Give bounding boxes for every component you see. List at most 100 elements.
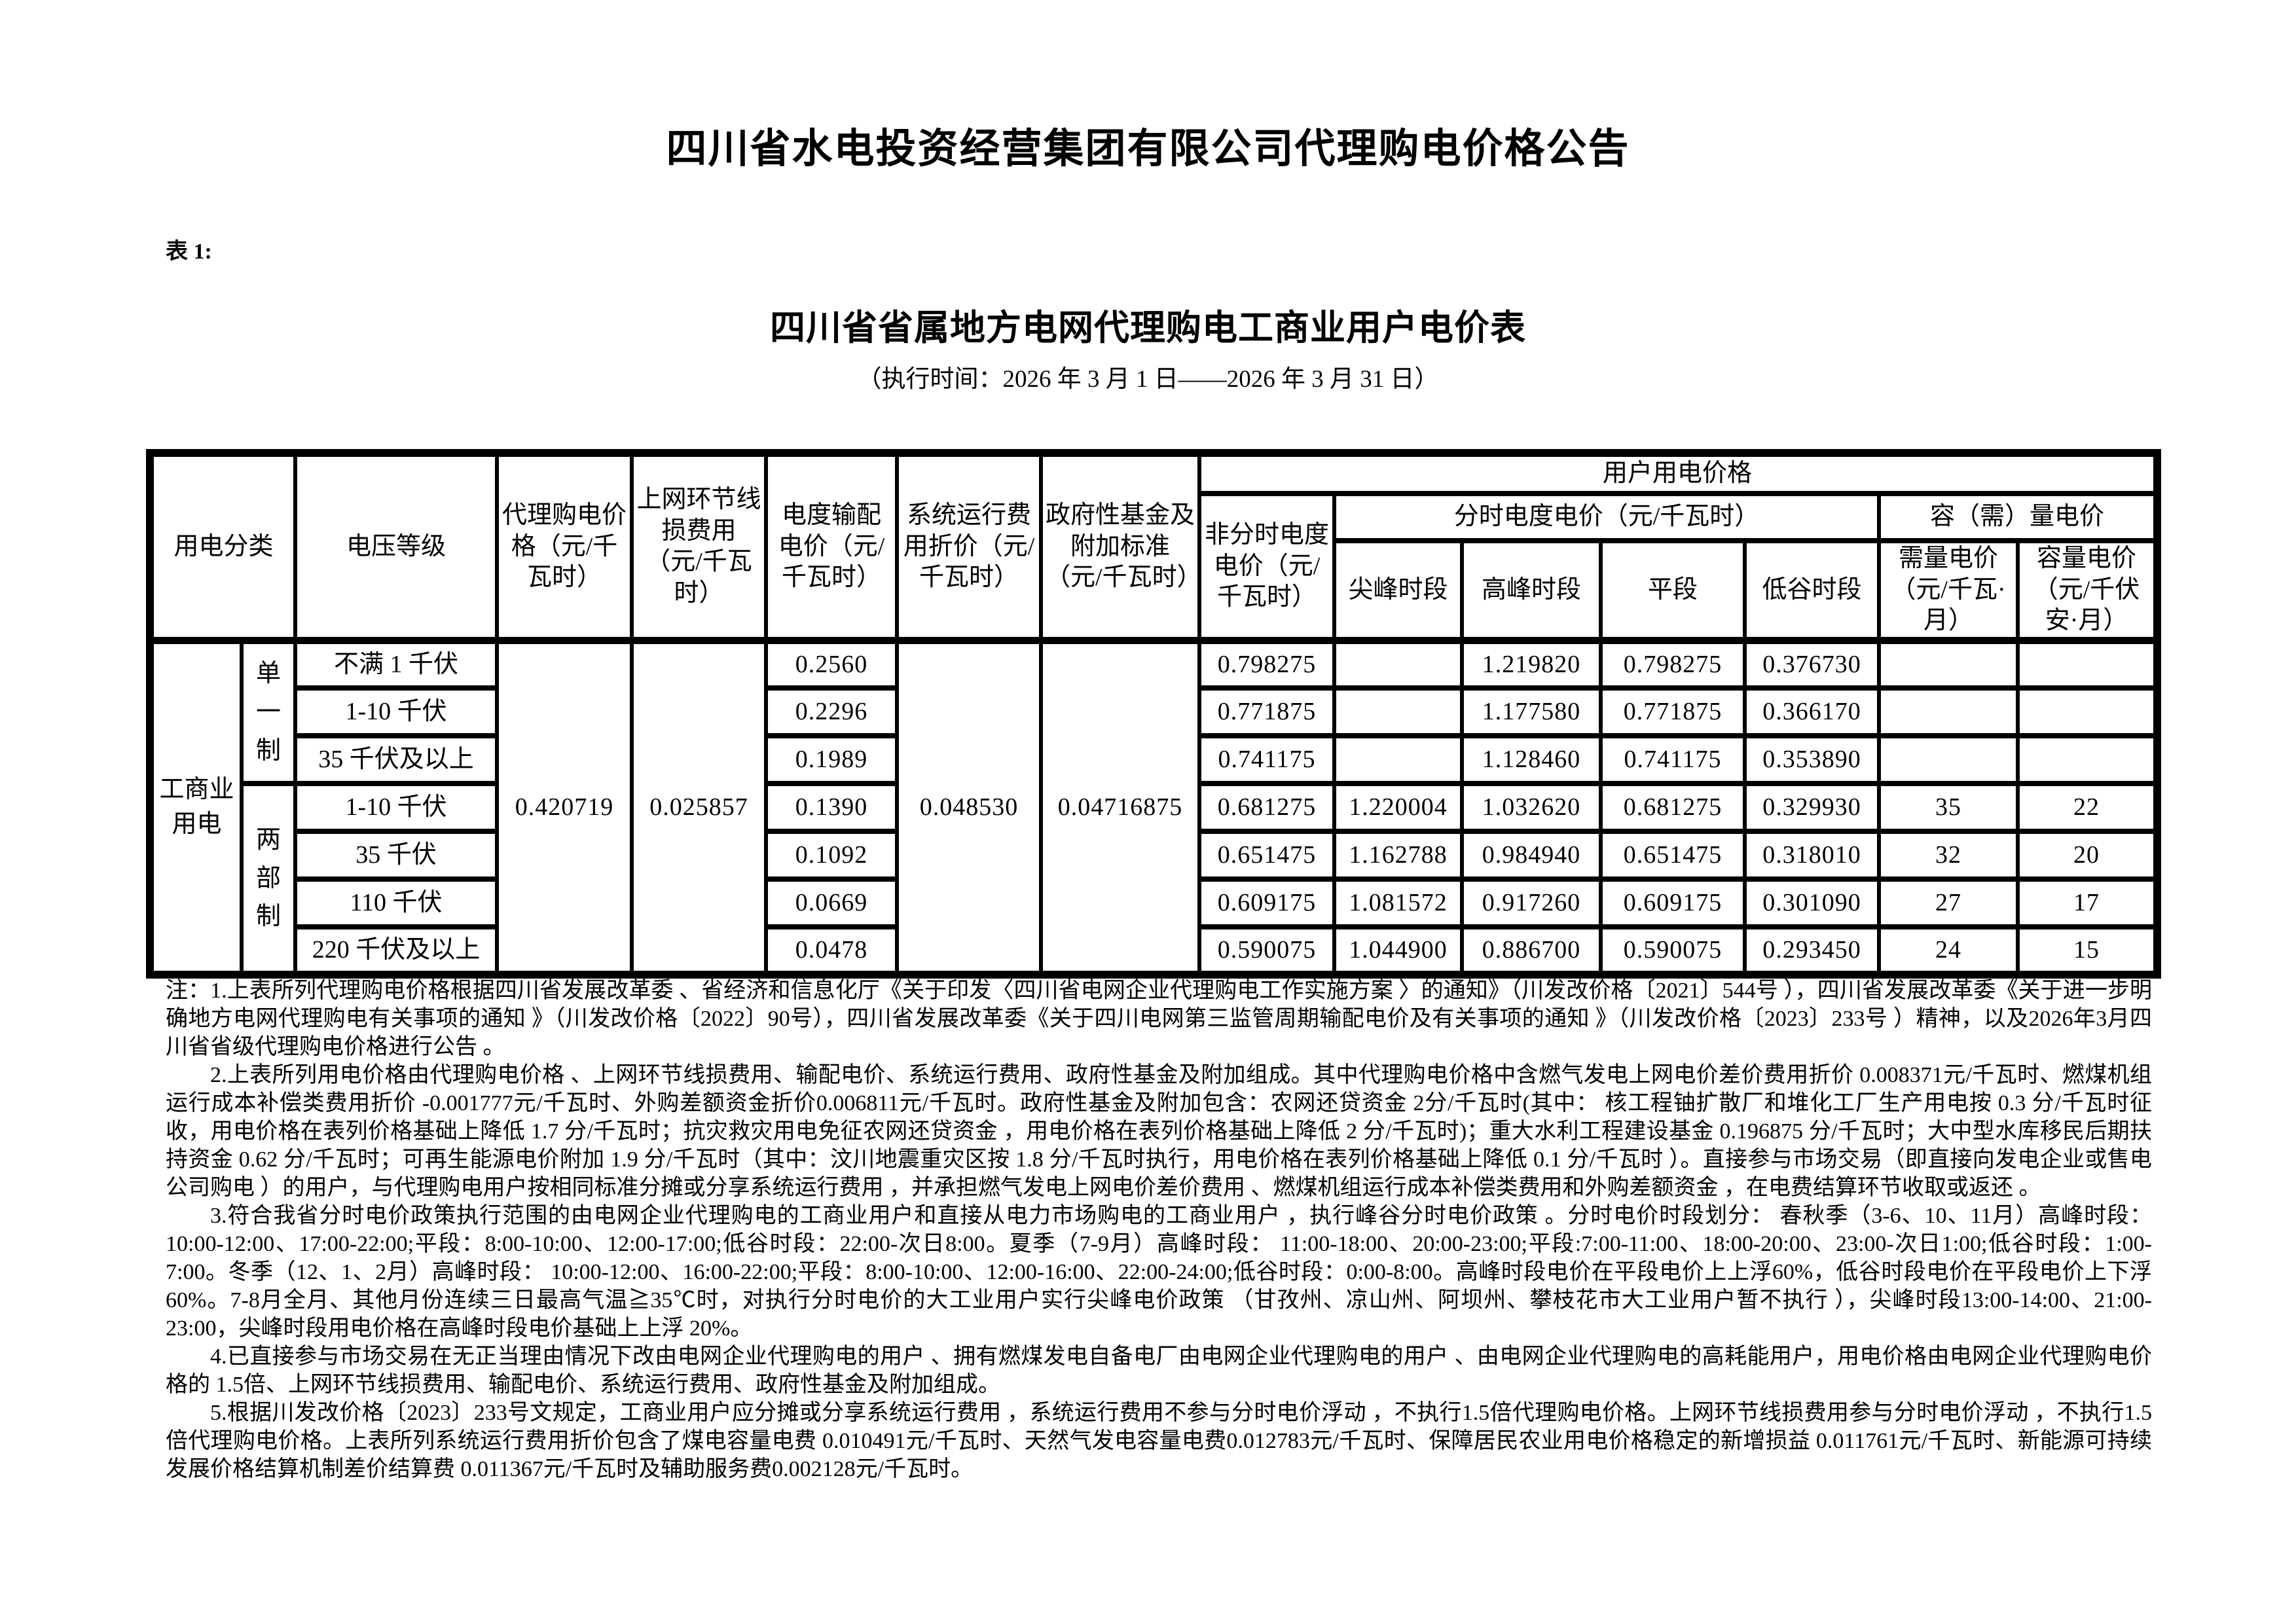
header-user-price: 用户用电价格 xyxy=(1197,450,2160,496)
nontou-cell: 0.681275 xyxy=(1197,781,1337,834)
capacity-cell xyxy=(2016,733,2160,786)
flat-cell: 0.771875 xyxy=(1599,685,1747,738)
peak-cell: 0.917260 xyxy=(1460,876,1603,929)
grid-loss-cell: 0.025857 xyxy=(630,636,769,977)
gov-fund-cell: 0.04716875 xyxy=(1039,636,1202,977)
peak-cell: 1.177580 xyxy=(1460,685,1603,738)
valley-cell: 0.318010 xyxy=(1743,829,1882,882)
table-row: 两部制 1-10 千伏 0.1390 0.681275 1.220004 1.0… xyxy=(150,781,2160,977)
price-table: 用电分类 电压等级 代理购电价格（元/千瓦时） 上网环节线损费用（元/千瓦时） … xyxy=(146,449,2162,979)
transmission-cell: 0.0669 xyxy=(764,876,900,929)
valley-cell: 0.329930 xyxy=(1743,781,1882,834)
capacity-cell xyxy=(2016,636,2160,691)
header-grid-loss: 上网环节线损费用（元/千瓦时） xyxy=(630,450,769,643)
transmission-cell: 0.2560 xyxy=(764,636,900,691)
page-title: 四川省水电投资经营集团有限公司代理购电价格公告 xyxy=(666,126,1630,171)
table-row: 110 千伏 0.0669 0.609175 1.081572 0.917260… xyxy=(150,876,2160,929)
transmission-cell: 0.1989 xyxy=(764,733,900,786)
sharp-cell: 1.081572 xyxy=(1332,876,1465,929)
nontou-cell: 0.741175 xyxy=(1197,733,1337,786)
usage-class-cell: 工商业用电 xyxy=(148,636,244,977)
flat-cell: 0.651475 xyxy=(1599,829,1747,882)
flat-cell: 0.741175 xyxy=(1599,733,1747,786)
header-capacity-group: 容（需）量电价 xyxy=(1877,491,2160,543)
note-4: 4.已直接参与市场交易在无正当理由情况下改由电网企业代理购电的用户 、拥有燃煤发… xyxy=(166,1344,2152,1397)
peak-cell: 1.219820 xyxy=(1460,636,1603,691)
capacity-cell: 17 xyxy=(2016,876,2160,929)
two-part-system-cell: 两部制 xyxy=(239,781,298,977)
header-transmission: 电度输配电价（元/千瓦时） xyxy=(764,450,900,643)
voltage-cell: 35 千伏 xyxy=(293,829,500,882)
capacity-cell: 20 xyxy=(2016,829,2160,882)
sharp-cell: 1.162788 xyxy=(1332,829,1465,882)
demand-cell xyxy=(1877,733,2020,786)
nontou-cell: 0.771875 xyxy=(1197,685,1337,738)
header-valley-period: 低谷时段 xyxy=(1743,538,1882,643)
header-agent-price: 代理购电价格（元/千瓦时） xyxy=(495,450,634,643)
peak-cell: 1.128460 xyxy=(1460,733,1603,786)
header-flat-period: 平段 xyxy=(1599,538,1747,643)
capacity-cell xyxy=(2016,685,2160,738)
demand-cell: 24 xyxy=(1877,924,2020,977)
header-peak-period: 高峰时段 xyxy=(1460,538,1603,643)
nontou-cell: 0.651475 xyxy=(1197,829,1337,882)
peak-cell: 1.032620 xyxy=(1460,781,1603,834)
capacity-cell: 22 xyxy=(2016,781,2160,834)
execution-period: （执行时间：2026 年 3 月 1 日——2026 年 3 月 31 日） xyxy=(857,366,1439,393)
sharp-cell xyxy=(1332,733,1465,786)
header-sharp-period: 尖峰时段 xyxy=(1332,538,1465,643)
valley-cell: 0.301090 xyxy=(1743,876,1882,929)
table-title: 四川省省属地方电网代理购电工商业用户电价表 xyxy=(770,308,1526,348)
demand-cell: 32 xyxy=(1877,829,2020,882)
capacity-cell: 15 xyxy=(2016,924,2160,977)
demand-cell xyxy=(1877,636,2020,691)
table-row: 35 千伏及以上 0.1989 0.741175 1.128460 0.7411… xyxy=(150,733,2160,786)
note-2: 2.上表所列用电价格由代理购电价格 、上网环节线损费用、输配电价、系统运行费用、… xyxy=(166,1063,2152,1200)
nontou-cell: 0.590075 xyxy=(1197,924,1337,977)
voltage-cell: 1-10 千伏 xyxy=(293,685,500,738)
flat-cell: 0.590075 xyxy=(1599,924,1747,977)
peak-cell: 0.886700 xyxy=(1460,924,1603,977)
header-capacity-price: 容量电价（元/千伏安·月） xyxy=(2016,538,2160,643)
voltage-cell: 不满 1 千伏 xyxy=(293,636,500,691)
demand-cell xyxy=(1877,685,2020,738)
single-system-cell: 单一制 xyxy=(239,636,298,786)
voltage-cell: 1-10 千伏 xyxy=(293,781,500,834)
flat-cell: 0.609175 xyxy=(1599,876,1747,929)
nontou-cell: 0.798275 xyxy=(1197,636,1337,691)
table-row: 220 千伏及以上 0.0478 0.590075 1.044900 0.886… xyxy=(150,924,2160,977)
voltage-cell: 110 千伏 xyxy=(293,876,500,929)
sharp-cell xyxy=(1332,685,1465,738)
nontou-cell: 0.609175 xyxy=(1197,876,1337,929)
transmission-cell: 0.1092 xyxy=(764,829,900,882)
note-3: 3.符合我省分时电价政策执行范围的由电网企业代理购电的工商业用户和直接从电力市场… xyxy=(166,1204,2152,1341)
header-system-fee: 系统运行费用折价（元/千瓦时） xyxy=(895,450,1044,643)
table-row: 工商业用电 单一制 不满 1 千伏 0.420719 0.025857 0.25… xyxy=(148,636,2160,977)
demand-cell: 27 xyxy=(1877,876,2020,929)
header-voltage-level: 电压等级 xyxy=(293,450,500,643)
valley-cell: 0.366170 xyxy=(1743,685,1882,738)
system-fee-cell: 0.048530 xyxy=(895,636,1044,977)
flat-cell: 0.798275 xyxy=(1599,636,1747,691)
header-nontou-price: 非分时电度电价（元/千瓦时） xyxy=(1197,491,1337,643)
sharp-cell xyxy=(1332,636,1465,691)
footnotes: 注：1.上表所列代理购电价格根据四川省发展改革委 、省经济和信息化厅《关于印发〈… xyxy=(166,977,2152,1483)
demand-cell: 35 xyxy=(1877,781,2020,834)
header-demand-price: 需量电价（元/千瓦·月） xyxy=(1877,538,2020,643)
header-gov-fund: 政府性基金及附加标准（元/千瓦时） xyxy=(1039,450,1202,643)
table-label: 表 1: xyxy=(166,240,212,264)
note-1: 注：1.上表所列代理购电价格根据四川省发展改革委 、省经济和信息化厅《关于印发〈… xyxy=(166,979,2152,1059)
table-row: 35 千伏 0.1092 0.651475 1.162788 0.984940 … xyxy=(150,829,2160,882)
valley-cell: 0.376730 xyxy=(1743,636,1882,691)
voltage-cell: 35 千伏及以上 xyxy=(293,733,500,786)
peak-cell: 0.984940 xyxy=(1460,829,1603,882)
transmission-cell: 0.2296 xyxy=(764,685,900,738)
table-row: 1-10 千伏 0.2296 0.771875 1.177580 0.77187… xyxy=(150,685,2160,738)
voltage-cell: 220 千伏及以上 xyxy=(293,924,500,977)
sharp-cell: 1.220004 xyxy=(1332,781,1465,834)
note-5: 5.根据川发改价格〔2023〕233号文规定，工商业用户应分摊或分享系统运行费用… xyxy=(166,1401,2152,1481)
agent-price-cell: 0.420719 xyxy=(495,636,634,977)
header-usage-class: 用电分类 xyxy=(147,450,298,643)
flat-cell: 0.681275 xyxy=(1599,781,1747,834)
